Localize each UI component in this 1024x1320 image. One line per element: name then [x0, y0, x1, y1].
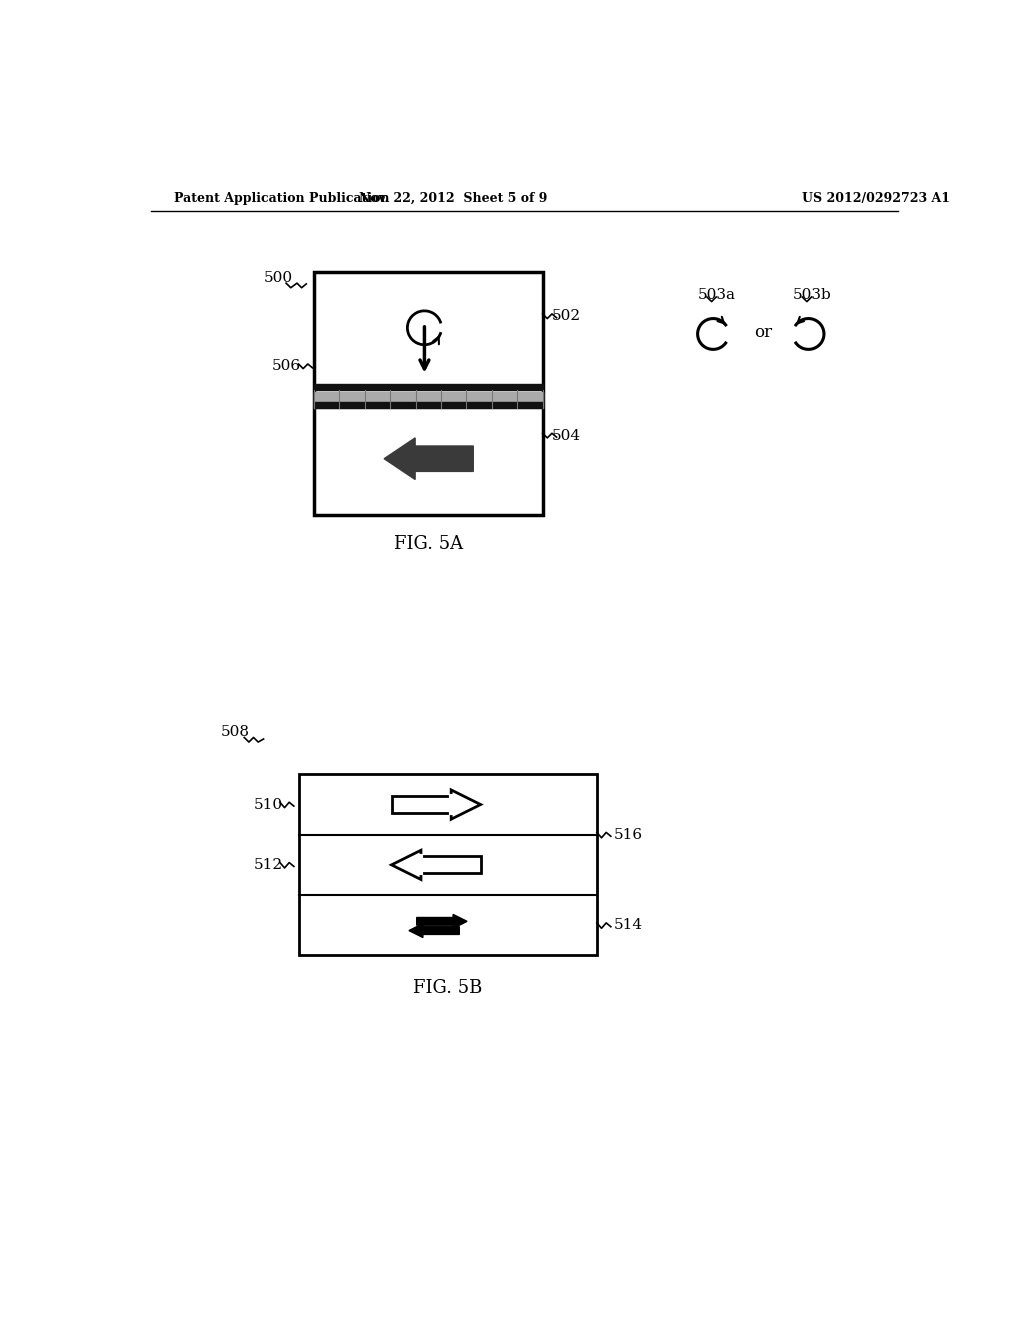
- Text: 508: 508: [221, 725, 250, 739]
- Polygon shape: [314, 272, 543, 515]
- Polygon shape: [452, 789, 480, 820]
- Bar: [421, 857, 480, 874]
- Bar: [391, 796, 452, 813]
- FancyArrow shape: [417, 915, 467, 928]
- Bar: [314, 392, 543, 408]
- Text: Nov. 22, 2012  Sheet 5 of 9: Nov. 22, 2012 Sheet 5 of 9: [359, 191, 548, 205]
- Text: 506: 506: [271, 359, 300, 374]
- Polygon shape: [299, 775, 597, 956]
- Text: 500: 500: [263, 271, 293, 285]
- Bar: [314, 384, 543, 391]
- Text: 504: 504: [552, 429, 581, 442]
- Text: FIG. 5A: FIG. 5A: [394, 535, 463, 553]
- Text: 514: 514: [614, 919, 643, 932]
- Text: 502: 502: [552, 309, 581, 323]
- Text: 516: 516: [614, 828, 643, 842]
- Text: 512: 512: [254, 858, 283, 873]
- FancyArrow shape: [384, 438, 473, 479]
- Text: or: or: [755, 323, 772, 341]
- Text: FIG. 5B: FIG. 5B: [413, 978, 482, 997]
- Bar: [314, 401, 543, 408]
- Text: 510: 510: [254, 797, 283, 812]
- Text: US 2012/0292723 A1: US 2012/0292723 A1: [802, 191, 950, 205]
- Polygon shape: [391, 850, 421, 879]
- Text: 503a: 503a: [697, 288, 735, 302]
- Text: Patent Application Publication: Patent Application Publication: [174, 191, 390, 205]
- FancyArrow shape: [409, 924, 460, 937]
- Text: 503b: 503b: [793, 288, 831, 302]
